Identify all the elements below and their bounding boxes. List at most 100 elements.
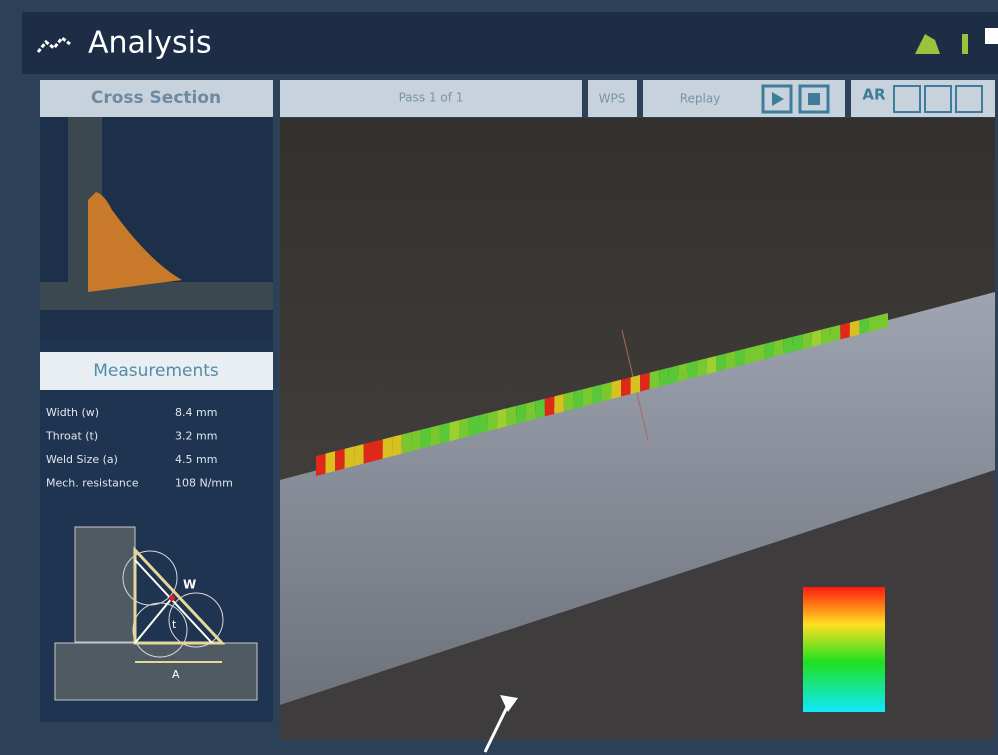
bead-segment bbox=[363, 441, 374, 464]
bead-segment bbox=[544, 396, 555, 417]
diagram-line bbox=[134, 559, 213, 644]
measurements-tab[interactable] bbox=[40, 352, 273, 390]
bead-segment bbox=[697, 358, 707, 377]
lock-icon[interactable] bbox=[985, 28, 998, 44]
bead-segment bbox=[849, 320, 860, 337]
diagram-label: t bbox=[172, 618, 177, 631]
cross-section-label: Cross Section bbox=[91, 88, 221, 108]
view-button[interactable] bbox=[893, 85, 921, 113]
measurement-value: 108 N/mm bbox=[175, 477, 233, 490]
bead-segment bbox=[439, 422, 450, 444]
stop-icon bbox=[808, 93, 820, 105]
bead-segment bbox=[563, 391, 574, 412]
bead-segment bbox=[582, 386, 593, 407]
diagram-weld bbox=[133, 546, 226, 645]
bead-segment bbox=[745, 346, 755, 365]
pass-label: Pass 1 of 1 bbox=[399, 91, 464, 105]
view-button[interactable] bbox=[924, 85, 952, 113]
bead-segment bbox=[859, 317, 869, 335]
measurement-value: 8.4 mm bbox=[175, 406, 217, 419]
bead-segment bbox=[468, 415, 479, 437]
measurement-value: 4.5 mm bbox=[175, 453, 217, 466]
bead-segment bbox=[764, 341, 774, 360]
bead-segment bbox=[401, 432, 412, 454]
bead-segment bbox=[420, 427, 431, 449]
diagram-point bbox=[169, 595, 175, 601]
plate-surface bbox=[280, 292, 995, 705]
replay-label: Replay bbox=[680, 92, 721, 106]
diagram-circle bbox=[132, 602, 188, 658]
bead-segment bbox=[640, 372, 650, 392]
bead-segment bbox=[878, 312, 888, 330]
bead-segment bbox=[487, 410, 498, 432]
diagram-circle bbox=[168, 592, 224, 648]
bead-segment bbox=[621, 377, 631, 397]
measurement-name: Width (w) bbox=[46, 406, 99, 419]
diagram-base-plate bbox=[54, 642, 258, 701]
bead-segment bbox=[554, 393, 564, 414]
analysis-icon bbox=[36, 35, 71, 53]
bead-segment bbox=[573, 389, 583, 409]
bead-segment bbox=[716, 353, 726, 372]
bead-segment bbox=[335, 448, 345, 472]
bead-segment bbox=[525, 401, 536, 422]
bead-segment bbox=[592, 384, 602, 404]
diagram-vertical-plate bbox=[74, 526, 136, 643]
bead-segment bbox=[382, 436, 393, 459]
bead-segment bbox=[459, 417, 469, 439]
bead-segment bbox=[516, 403, 526, 424]
measurement-value: 3.2 mm bbox=[175, 430, 217, 443]
bead-segment bbox=[783, 336, 793, 355]
tool-icon[interactable] bbox=[962, 34, 968, 54]
tool-icon[interactable] bbox=[915, 34, 940, 54]
play-button[interactable] bbox=[761, 84, 793, 114]
bead-segment bbox=[811, 329, 822, 347]
measurement-name: Mech. resistance bbox=[46, 477, 139, 490]
bead-segment bbox=[678, 363, 688, 382]
measurement-name: Throat (t) bbox=[45, 430, 98, 443]
header-bar bbox=[22, 12, 998, 74]
measurements-title: Measurements bbox=[93, 361, 219, 381]
bead-segment bbox=[535, 398, 545, 419]
bead-segment bbox=[325, 451, 336, 474]
ar-button[interactable]: AR bbox=[862, 86, 886, 104]
pass-button[interactable] bbox=[280, 80, 582, 117]
bead-segment bbox=[602, 382, 612, 402]
wps-button[interactable] bbox=[588, 80, 637, 117]
pointer-line bbox=[483, 704, 510, 753]
play-icon bbox=[772, 92, 784, 106]
bead-segment bbox=[344, 446, 355, 469]
bead-segment bbox=[611, 379, 622, 400]
diagram-line bbox=[134, 597, 173, 644]
pointer-arrow bbox=[500, 695, 518, 712]
bead-segment bbox=[659, 367, 669, 387]
weld-profile bbox=[88, 192, 182, 292]
cross-section-tab[interactable] bbox=[40, 80, 273, 117]
bead-segment bbox=[373, 439, 383, 462]
plate-horizontal bbox=[40, 282, 273, 310]
bead-segment bbox=[773, 339, 784, 357]
weld-bead bbox=[316, 312, 888, 476]
diagram-label: A bbox=[172, 668, 180, 681]
bead-segment bbox=[449, 420, 459, 442]
bead-segment bbox=[630, 374, 641, 395]
bead-segment bbox=[316, 453, 326, 476]
stop-button[interactable] bbox=[798, 84, 830, 114]
bead-segment bbox=[830, 324, 841, 342]
bead-segment bbox=[802, 332, 812, 350]
diagram-label: W bbox=[183, 578, 196, 592]
bead-segment bbox=[735, 348, 745, 367]
measurement-table: Width (w) 8.4 mm Throat (t) 3.2 mm Weld Size… bbox=[45, 406, 233, 490]
bead-segment bbox=[506, 405, 517, 427]
bead-segment bbox=[392, 434, 402, 457]
view-button[interactable] bbox=[955, 85, 983, 113]
bead-segment bbox=[430, 424, 440, 447]
legend-gradient bbox=[803, 587, 885, 712]
bead-segment bbox=[668, 365, 679, 385]
bead-segment bbox=[792, 334, 803, 352]
bead-segment bbox=[497, 408, 507, 429]
bead-segment bbox=[754, 343, 765, 362]
bead-segment bbox=[840, 322, 850, 340]
